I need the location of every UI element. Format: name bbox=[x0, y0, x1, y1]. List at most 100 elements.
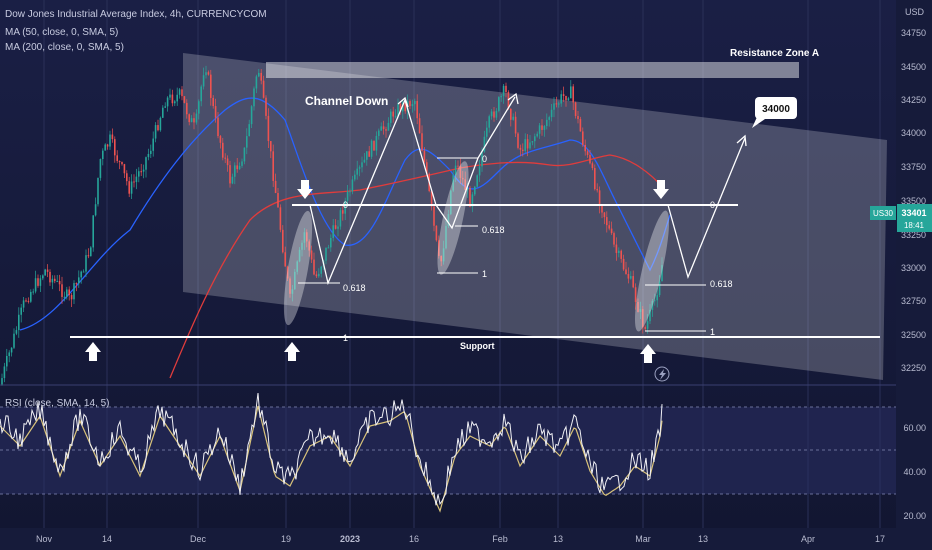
candle-body bbox=[579, 119, 582, 132]
price-tick: 34000 bbox=[901, 128, 926, 138]
candle-body bbox=[433, 206, 435, 226]
price-currency: USD bbox=[905, 7, 925, 17]
candle-body bbox=[270, 141, 272, 152]
candle-body bbox=[330, 237, 332, 248]
resistance-label: Resistance Zone A bbox=[730, 48, 819, 59]
candle-body bbox=[111, 134, 114, 140]
time-tick: 19 bbox=[281, 534, 291, 544]
fib-levels bbox=[298, 157, 706, 332]
candle-body bbox=[505, 85, 507, 92]
candle-body bbox=[567, 98, 570, 101]
candle-body bbox=[92, 215, 94, 248]
candle-body bbox=[615, 244, 618, 253]
price-symbol: US30 bbox=[873, 209, 894, 218]
candle-body bbox=[183, 96, 186, 103]
time-tick: Feb bbox=[492, 534, 508, 544]
lightning-icon[interactable] bbox=[654, 366, 670, 382]
candle-body bbox=[157, 125, 159, 131]
price-tick: 32500 bbox=[901, 330, 926, 340]
candle-body bbox=[94, 204, 97, 216]
candle-body bbox=[474, 186, 476, 195]
candle-body bbox=[486, 127, 488, 137]
current-price: 33401 bbox=[901, 208, 926, 218]
candle-body bbox=[454, 165, 457, 176]
candle-body bbox=[195, 113, 198, 123]
candle-body bbox=[106, 144, 109, 147]
candle-body bbox=[258, 72, 260, 77]
time-tick: 13 bbox=[698, 534, 708, 544]
candle-body bbox=[51, 278, 54, 283]
candle-body bbox=[73, 283, 75, 300]
candle-body bbox=[289, 278, 291, 294]
candle-body bbox=[332, 225, 334, 238]
candles bbox=[1, 65, 663, 386]
candle-body bbox=[625, 269, 627, 275]
price-tick: 34500 bbox=[901, 62, 926, 72]
candle-body bbox=[265, 97, 267, 116]
time-axis[interactable] bbox=[0, 528, 896, 550]
current-price-badge: US30 33401 18:41 bbox=[870, 204, 932, 232]
fib-left-0: 0 bbox=[343, 200, 348, 210]
arrow-up-icon bbox=[85, 342, 101, 361]
candle-body bbox=[378, 130, 380, 136]
candle-body bbox=[622, 258, 625, 270]
candle-body bbox=[243, 147, 246, 162]
candle-body bbox=[42, 275, 44, 279]
rsi-tick: 20.00 bbox=[903, 511, 926, 521]
candle-body bbox=[550, 109, 553, 118]
channel-label: Channel Down bbox=[305, 94, 388, 108]
candle-body bbox=[320, 266, 322, 274]
candle-body bbox=[570, 86, 572, 99]
candle-body bbox=[325, 247, 327, 261]
candle-body bbox=[661, 265, 663, 282]
candle-body bbox=[639, 309, 642, 312]
candle-body bbox=[402, 102, 404, 112]
candle-body bbox=[452, 175, 454, 191]
candle-body bbox=[618, 250, 620, 253]
candle-body bbox=[342, 210, 344, 214]
candle-body bbox=[346, 191, 349, 201]
candle-body bbox=[97, 177, 99, 205]
candle-body bbox=[58, 280, 61, 285]
arrow-up-icon bbox=[284, 342, 300, 361]
candle-body bbox=[471, 194, 474, 207]
candle-body bbox=[147, 153, 150, 158]
candle-body bbox=[104, 144, 106, 151]
time-tick: 13 bbox=[553, 534, 563, 544]
candle-body bbox=[310, 250, 313, 260]
candle-body bbox=[517, 133, 519, 148]
price-tick: 33750 bbox=[901, 162, 926, 172]
candle-body bbox=[82, 271, 85, 273]
candle-body bbox=[450, 190, 452, 215]
candle-body bbox=[488, 116, 490, 128]
candle-body bbox=[87, 255, 90, 257]
candle-body bbox=[200, 86, 202, 102]
candle-body bbox=[603, 212, 606, 218]
time-tick: Mar bbox=[635, 534, 651, 544]
candle-body bbox=[46, 269, 49, 272]
candle-body bbox=[606, 217, 608, 226]
candle-body bbox=[284, 252, 286, 267]
candle-body bbox=[159, 117, 162, 131]
candle-body bbox=[198, 101, 200, 114]
fib-mid-618: 0.618 bbox=[482, 225, 505, 235]
candle-body bbox=[421, 133, 423, 151]
candle-body bbox=[44, 269, 46, 276]
candle-body bbox=[298, 249, 301, 262]
candle-body bbox=[510, 108, 512, 120]
candle-body bbox=[366, 151, 368, 160]
candle-body bbox=[90, 247, 92, 257]
candle-body bbox=[642, 309, 644, 328]
candle-body bbox=[318, 273, 320, 277]
candle-body bbox=[399, 103, 402, 112]
candle-body bbox=[529, 142, 531, 149]
price-axis[interactable] bbox=[896, 0, 932, 550]
time-ticks: Nov 14 Dec 19 2023 16 Feb 13 Mar 13 Apr … bbox=[36, 534, 885, 544]
arrow-up-icon bbox=[640, 344, 656, 363]
candle-body bbox=[301, 242, 303, 250]
candle-body bbox=[637, 301, 639, 312]
candle-body bbox=[118, 161, 121, 163]
candle-body bbox=[493, 111, 495, 118]
candle-body bbox=[30, 291, 32, 302]
candle-body bbox=[222, 142, 224, 158]
